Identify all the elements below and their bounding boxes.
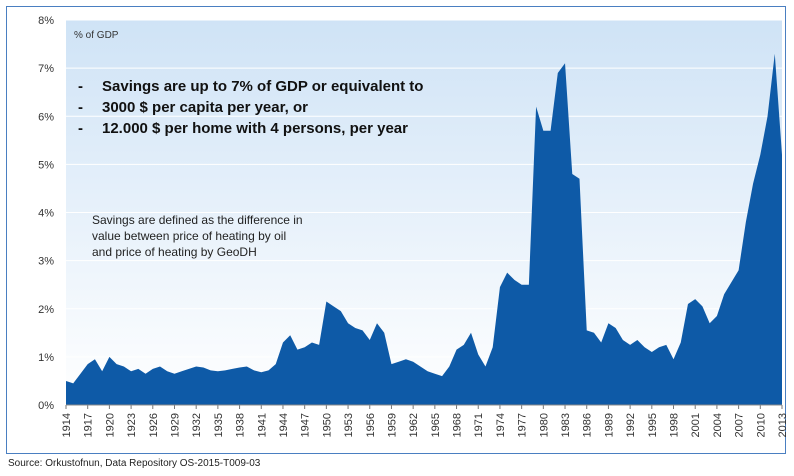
- y-tick-label: 6%: [38, 111, 54, 123]
- gridlines: [66, 19, 782, 358]
- x-tick-label: 1989: [603, 413, 615, 437]
- y-tick-label: 1%: [38, 352, 54, 364]
- x-tick-label: 1956: [365, 413, 377, 437]
- dash: -: [78, 99, 83, 116]
- x-tick-label: 1944: [278, 413, 290, 437]
- key-fact-1: - Savings are up to 7% of GDP or equivale…: [78, 76, 423, 97]
- x-tick-label: 1950: [321, 413, 333, 437]
- x-tick-label: 1962: [408, 413, 420, 437]
- x-tick-label: 1935: [213, 413, 225, 437]
- x-tick-label: 1974: [495, 413, 507, 437]
- x-tick-label: 1980: [538, 413, 550, 437]
- dash: -: [78, 120, 83, 137]
- x-tick-label: 1995: [647, 413, 659, 437]
- x-tick-label: 1941: [256, 413, 268, 437]
- x-tick-label: 1947: [300, 413, 312, 437]
- x-tick-label: 1992: [625, 413, 637, 437]
- x-tick-label: 1968: [452, 413, 464, 437]
- x-tick-label: 1929: [169, 413, 181, 437]
- key-facts: - Savings are up to 7% of GDP or equivale…: [78, 76, 423, 139]
- key-fact-text: Savings are up to 7% of GDP or equivalen…: [102, 78, 424, 95]
- y-tick-label: 7%: [38, 63, 54, 75]
- source-note: Source: Orkustofnun, Data Repository OS-…: [8, 458, 261, 469]
- x-tick-label: 1977: [517, 413, 529, 437]
- dash: -: [78, 78, 83, 95]
- y-tick-label: 4%: [38, 208, 54, 220]
- x-tick-label: 2007: [734, 413, 746, 437]
- savings-area: [66, 53, 782, 405]
- x-tick-label: 1983: [560, 413, 572, 437]
- note-line: and price of heating by GeoDH: [92, 245, 257, 259]
- x-tick-label: 1986: [582, 413, 594, 437]
- y-tick-label: 0%: [38, 400, 54, 412]
- x-axis-ticks: 1914 1917 1920 1923 1926 1929 1932 1935 1938 1941…: [61, 405, 789, 437]
- x-tick-label: 1971: [473, 413, 485, 437]
- y-tick-label: 8%: [38, 15, 54, 27]
- y-tick-label: 5%: [38, 159, 54, 171]
- x-tick-label: 1938: [235, 413, 247, 437]
- key-fact-3: - 12.000 $ per home with 4 persons, per y…: [78, 118, 423, 139]
- x-tick-label: 1965: [430, 413, 442, 437]
- key-fact-text: 3000 $ per capita per year, or: [102, 99, 308, 116]
- key-fact-2: - 3000 $ per capita per year, or: [78, 97, 423, 118]
- note-line: Savings are defined as the difference in: [92, 213, 303, 227]
- x-tick-label: 1917: [83, 413, 95, 437]
- x-tick-label: 1953: [343, 413, 355, 437]
- x-tick-label: 1998: [669, 413, 681, 437]
- y-axis-ticks: 0% 1% 2% 3% 4% 5% 6% 7% 8%: [38, 15, 54, 412]
- x-tick-label: 2013: [777, 413, 789, 437]
- y-tick-label: 3%: [38, 256, 54, 268]
- x-tick-label: 1932: [191, 413, 203, 437]
- x-tick-label: 2001: [690, 413, 702, 437]
- x-tick-label: 1914: [61, 413, 73, 437]
- key-fact-text: 12.000 $ per home with 4 persons, per ye…: [102, 120, 408, 137]
- y-axis-unit-label: % of GDP: [74, 30, 119, 41]
- x-tick-label: 1959: [386, 413, 398, 437]
- x-tick-label: 2010: [755, 413, 767, 437]
- x-tick-label: 2004: [712, 413, 724, 437]
- definition-note: Savings are defined as the difference in…: [92, 212, 392, 260]
- x-tick-label: 1920: [104, 413, 116, 437]
- x-tick-label: 1923: [126, 413, 138, 437]
- x-tick-label: 1926: [148, 413, 160, 437]
- note-line: value between price of heating by oil: [92, 229, 287, 243]
- y-tick-label: 2%: [38, 304, 54, 316]
